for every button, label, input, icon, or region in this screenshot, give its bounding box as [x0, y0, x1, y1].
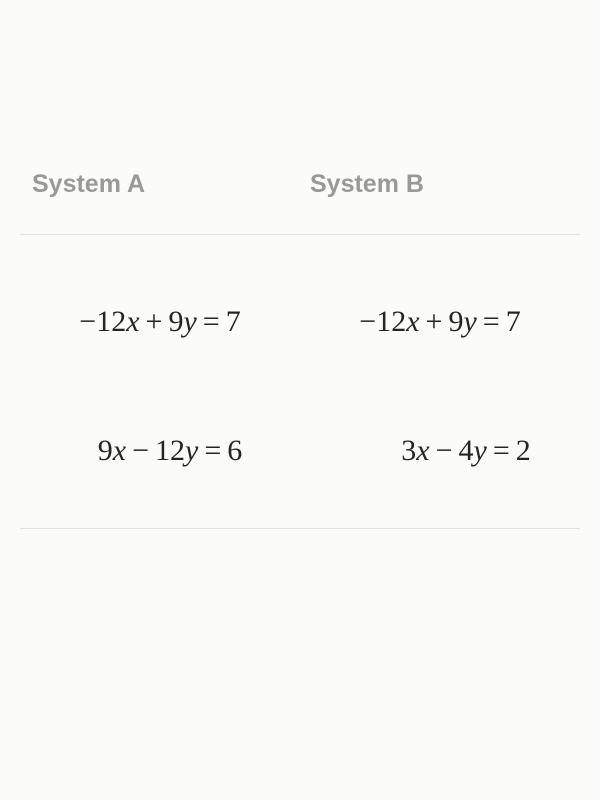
coef: −12	[359, 305, 406, 339]
var: y	[474, 434, 487, 468]
equation-b2: 3x − 4y = 2	[349, 434, 531, 468]
column-system-a: −12x + 9y = 7 9x − 12y = 6	[20, 305, 300, 468]
var: y	[185, 434, 198, 468]
rhs: 7	[506, 305, 521, 339]
var: x	[113, 434, 126, 468]
equation-b1: −12x + 9y = 7	[359, 305, 520, 339]
table-header-row: System A System B	[20, 170, 580, 235]
coef: 3	[401, 434, 416, 468]
column-system-b: −12x + 9y = 7 3x − 4y = 2	[300, 305, 580, 468]
coef: 12	[155, 434, 185, 468]
var: y	[183, 305, 196, 339]
equals-sign: =	[198, 434, 227, 468]
coef: −12	[79, 305, 126, 339]
rhs: 6	[227, 434, 242, 468]
equation-a1: −12x + 9y = 7	[79, 305, 240, 339]
operator: −	[126, 434, 155, 468]
equals-sign: =	[477, 305, 506, 339]
var: x	[406, 305, 419, 339]
coef: 4	[459, 434, 474, 468]
equations-body: −12x + 9y = 7 9x − 12y = 6 −12x + 9y = 7	[20, 235, 580, 529]
coef: 9	[98, 434, 113, 468]
header-system-b: System B	[302, 170, 580, 199]
coef: 9	[448, 305, 463, 339]
var: x	[416, 434, 429, 468]
systems-table: System A System B −12x + 9y = 7 9x − 12y…	[0, 0, 600, 800]
equation-a2: 9x − 12y = 6	[78, 434, 243, 468]
rhs: 2	[516, 434, 531, 468]
equals-sign: =	[487, 434, 516, 468]
operator: −	[430, 434, 459, 468]
operator: +	[140, 305, 169, 339]
operator: +	[420, 305, 449, 339]
var: y	[463, 305, 476, 339]
rhs: 7	[226, 305, 241, 339]
coef: 9	[168, 305, 183, 339]
var: x	[126, 305, 139, 339]
equals-sign: =	[197, 305, 226, 339]
header-system-a: System A	[32, 170, 302, 199]
